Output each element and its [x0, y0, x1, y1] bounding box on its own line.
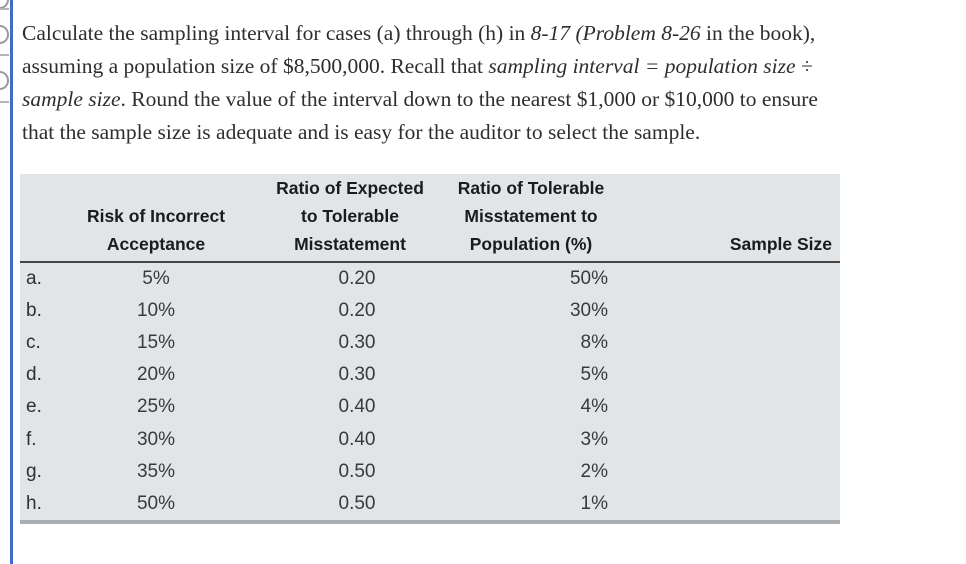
risk-value: 15% [136, 332, 176, 354]
question-line-1: Calculate the sampling interval for case… [22, 17, 962, 50]
ratio-expected-value: 0.30 [338, 364, 376, 386]
row-label: b. [26, 300, 42, 322]
panel-left-border [10, 0, 13, 564]
question-text-italic-segment: 8-17 (Problem 8-26 [530, 21, 701, 45]
ratio-expected-value: 0.40 [338, 428, 376, 450]
question-line-3: sample size. Round the value of the inte… [22, 83, 962, 116]
table-row-h: h. 50% 0.50 1% [20, 488, 840, 520]
table-row-e: e. 25% 0.40 4% [20, 391, 840, 423]
question-text-segment: assuming a population size of $8,500,000… [22, 54, 489, 78]
header-sample-size: Sample Size [729, 234, 832, 254]
row-label: a. [26, 268, 42, 290]
ratio-tolerable-value: 3% [580, 428, 608, 450]
question-text-segment: . Round the value of the interval down t… [120, 87, 818, 111]
ratio-tolerable-value: 2% [580, 460, 608, 482]
ratio-tolerable-value: 30% [569, 300, 608, 322]
risk-value: 10% [136, 300, 176, 322]
question-line-2: assuming a population size of $8,500,000… [22, 50, 962, 83]
header-ratio-tolerable-to-population: Ratio of Tolerable Misstatement to Popul… [457, 178, 605, 254]
table-row-c: c. 15% 0.30 8% [20, 327, 840, 359]
row-label: g. [26, 460, 42, 482]
table-header-row: Risk of Incorrect Acceptance Ratio of Ex… [20, 174, 840, 263]
header-risk-of-incorrect-acceptance: Risk of Incorrect Acceptance [86, 206, 226, 254]
row-label: d. [26, 364, 42, 386]
ratio-expected-value: 0.50 [338, 492, 376, 514]
row-label: h. [26, 492, 42, 514]
risk-value: 35% [136, 460, 176, 482]
ratio-expected-value: 0.50 [338, 460, 376, 482]
question-text: Calculate the sampling interval for case… [22, 17, 962, 149]
sampling-table: Risk of Incorrect Acceptance Ratio of Ex… [20, 174, 840, 524]
question-text-segment: in the book), [700, 21, 816, 45]
header-ratio-expected-to-tolerable: Ratio of Expected to Tolerable Misstatem… [276, 178, 424, 254]
clipped-glyph-fragment [0, 71, 9, 90]
question-text-italic-segment: sampling interval = population size ÷ [488, 54, 813, 78]
clipped-divider-line [0, 101, 9, 103]
row-label: f. [26, 428, 37, 450]
table-row-d: d. 20% 0.30 5% [20, 359, 840, 391]
table-row-f: f. 30% 0.40 3% [20, 423, 840, 455]
ratio-tolerable-value: 4% [580, 396, 608, 418]
question-text-segment: Calculate the sampling interval for case… [22, 21, 531, 45]
risk-value: 25% [136, 396, 176, 418]
table-row-b: b. 10% 0.20 30% [20, 295, 840, 327]
question-line-4: that the sample size is adequate and is … [22, 116, 962, 149]
row-label: e. [26, 396, 42, 418]
ratio-tolerable-value: 8% [580, 332, 608, 354]
ratio-tolerable-value: 50% [569, 268, 608, 290]
risk-value: 30% [136, 428, 176, 450]
ratio-expected-value: 0.20 [338, 268, 376, 290]
row-label: c. [26, 332, 41, 354]
table-row-g: g. 35% 0.50 2% [20, 456, 840, 488]
ratio-expected-value: 0.20 [338, 300, 376, 322]
table-row-a: a. 5% 0.20 50% [20, 263, 840, 295]
question-text-italic-segment: sample size [22, 87, 121, 111]
clipped-divider-line [0, 8, 9, 10]
ratio-expected-value: 0.40 [338, 396, 376, 418]
clipped-left-gutter [0, 0, 10, 564]
risk-value: 5% [142, 268, 170, 290]
risk-value: 20% [136, 364, 176, 386]
question-text-segment: that the sample size is adequate and is … [22, 120, 701, 144]
ratio-expected-value: 0.30 [338, 332, 376, 354]
clipped-glyph-fragment [0, 25, 9, 44]
clipped-divider-line [0, 54, 9, 56]
ratio-tolerable-value: 1% [580, 492, 608, 514]
ratio-tolerable-value: 5% [580, 364, 608, 386]
risk-value: 50% [136, 492, 176, 514]
